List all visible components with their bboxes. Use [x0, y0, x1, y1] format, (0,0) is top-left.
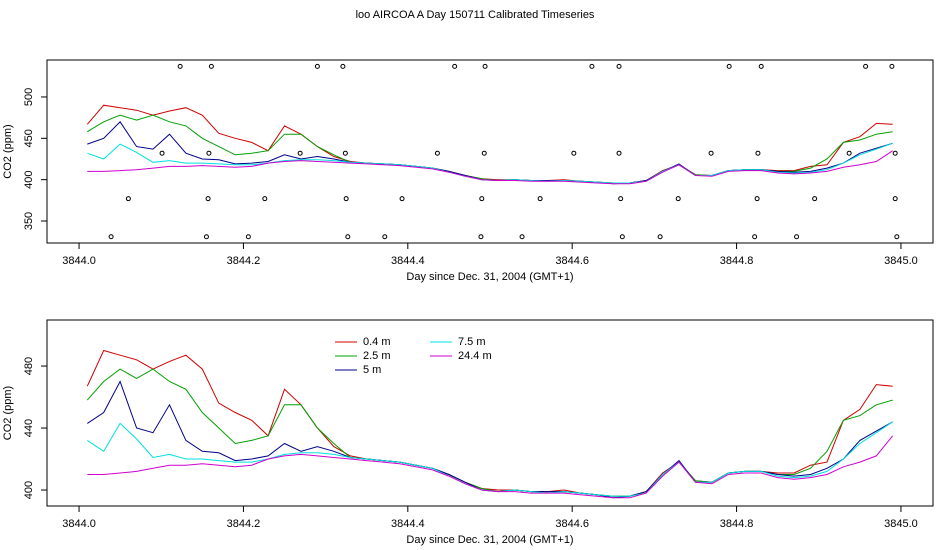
point — [342, 150, 348, 156]
point — [892, 150, 898, 156]
x-tick-label: 3844.0 — [62, 518, 96, 530]
y-tick-label: 450 — [23, 129, 35, 147]
series-line — [87, 114, 893, 184]
x-tick-label: 3844.8 — [720, 255, 754, 267]
point — [434, 150, 440, 156]
point — [892, 196, 898, 202]
point — [203, 234, 209, 240]
point — [794, 234, 800, 240]
point — [206, 150, 212, 156]
y-tick-label: 480 — [23, 357, 35, 375]
point — [343, 196, 349, 202]
x-tick-label: 3844.4 — [391, 255, 425, 267]
series-line — [86, 368, 893, 497]
x-axis-label: Day since Dec. 31, 2004 (GMT+1) — [406, 534, 573, 546]
point — [478, 234, 484, 240]
plot-frame — [46, 319, 934, 507]
point — [345, 234, 351, 240]
legend-label: 5 m — [363, 364, 381, 376]
point — [399, 196, 405, 202]
point — [482, 63, 488, 69]
x-axis-label: Day since Dec. 31, 2004 (GMT+1) — [406, 271, 573, 283]
point — [894, 234, 900, 240]
series-line — [87, 421, 893, 497]
point — [752, 234, 758, 240]
point — [208, 63, 214, 69]
point — [618, 196, 624, 202]
legend-label: 24.4 m — [458, 350, 492, 362]
series-line — [87, 435, 894, 499]
plot-frame — [46, 59, 934, 244]
point — [708, 150, 714, 156]
point — [537, 196, 543, 202]
series-line — [87, 121, 893, 185]
x-tick-label: 3844.8 — [720, 518, 754, 530]
x-tick-label: 3844.4 — [391, 518, 425, 530]
point — [159, 150, 165, 156]
point — [314, 63, 320, 69]
point — [382, 234, 388, 240]
point — [657, 234, 663, 240]
y-tick-label: 500 — [23, 88, 35, 106]
y-axis-label: CO2 (ppm) — [2, 124, 14, 178]
point — [754, 196, 760, 202]
point — [846, 150, 852, 156]
point — [177, 63, 183, 69]
y-tick-label: 440 — [23, 419, 35, 437]
x-tick-label: 3845.0 — [884, 518, 918, 530]
point — [619, 234, 625, 240]
point — [479, 196, 485, 202]
point — [245, 234, 251, 240]
legend-label: 0.4 m — [363, 336, 391, 348]
point — [452, 63, 458, 69]
x-tick-label: 3844.2 — [227, 255, 261, 267]
point — [589, 63, 595, 69]
point — [205, 196, 211, 202]
x-tick-label: 3844.0 — [62, 255, 96, 267]
point — [863, 63, 869, 69]
x-tick-label: 3844.2 — [227, 518, 261, 530]
point — [755, 150, 761, 156]
point — [481, 150, 487, 156]
point — [519, 234, 525, 240]
point — [297, 150, 303, 156]
y-axis-label: CO2 (ppm) — [2, 386, 14, 440]
x-tick-label: 3844.6 — [555, 518, 589, 530]
series-line — [87, 380, 893, 499]
y-tick-label: 350 — [23, 212, 35, 230]
legend-label: 7.5 m — [458, 336, 486, 348]
x-tick-label: 3845.0 — [884, 255, 918, 267]
point — [571, 150, 577, 156]
point — [812, 196, 818, 202]
point — [616, 63, 622, 69]
point — [758, 63, 764, 69]
point — [726, 63, 732, 69]
point — [889, 63, 895, 69]
series-line — [87, 142, 893, 184]
x-tick-label: 3844.6 — [555, 255, 589, 267]
y-tick-label: 400 — [23, 170, 35, 188]
series-line — [87, 150, 893, 185]
legend-label: 2.5 m — [363, 350, 391, 362]
point — [262, 196, 268, 202]
point — [616, 150, 622, 156]
point — [125, 196, 131, 202]
chart-title: loo AIRCOA A Day 150711 Calibrated Times… — [356, 9, 595, 21]
y-tick-label: 400 — [23, 481, 35, 499]
point — [675, 196, 681, 202]
point — [340, 63, 346, 69]
point — [108, 234, 114, 240]
